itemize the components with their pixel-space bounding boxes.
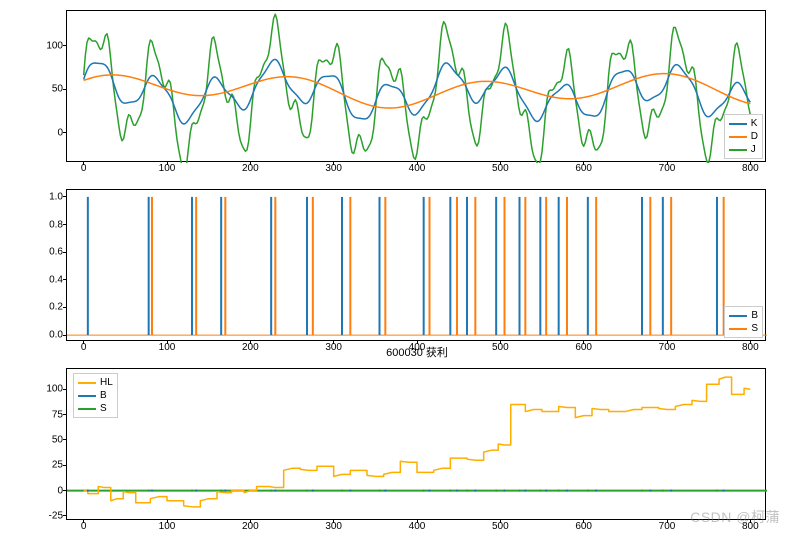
y-tick-label: 75 (23, 409, 67, 420)
legend-label: D (751, 130, 758, 143)
legend-label: S (100, 402, 107, 415)
y-tick-label: 100 (23, 40, 67, 51)
y-tick-label: 0 (23, 127, 67, 138)
legend-label: S (751, 322, 758, 335)
legend-item: S (78, 402, 113, 415)
legend-swatch (729, 149, 747, 151)
legend-swatch (729, 123, 747, 125)
legend: KDJ (724, 114, 763, 159)
y-tick-label: 0 (23, 485, 67, 496)
panel2-title: 600030 获利 (386, 344, 448, 360)
y-tick-label: 0.8 (23, 219, 67, 230)
legend-item: S (729, 322, 758, 335)
legend-label: J (751, 143, 756, 156)
legend-swatch (729, 136, 747, 138)
legend-swatch (78, 408, 96, 410)
legend-item: B (78, 389, 113, 402)
legend: BS (724, 306, 763, 338)
y-tick-label: 0.2 (23, 302, 67, 313)
watermark: CSDN @柯蒲 (690, 507, 780, 527)
legend-label: K (751, 117, 758, 130)
legend-swatch (78, 395, 96, 397)
y-tick-label: 0.4 (23, 274, 67, 285)
legend-item: J (729, 143, 758, 156)
y-tick-label: 100 (23, 384, 67, 395)
profit-chart: -2502550751000100200300400500600700800HL… (66, 368, 766, 520)
y-tick-label: 25 (23, 460, 67, 471)
y-tick-label: 1.0 (23, 191, 67, 202)
kdj-chart: 0501000100200300400500600700800KDJ (66, 10, 766, 162)
buy-sell-signal-chart: 0.00.20.40.60.81.00100200300400500600700… (66, 189, 766, 341)
y-tick-label: 0.6 (23, 247, 67, 258)
legend: HLBS (73, 373, 118, 418)
y-tick-label: -25 (23, 510, 67, 521)
y-tick-label: 0.0 (23, 330, 67, 341)
legend-swatch (729, 315, 747, 317)
legend-label: B (751, 309, 758, 322)
legend-label: HL (100, 376, 113, 389)
legend-item: B (729, 309, 758, 322)
y-tick-label: 50 (23, 84, 67, 95)
legend-item: D (729, 130, 758, 143)
legend-swatch (78, 382, 96, 384)
legend-item: K (729, 117, 758, 130)
legend-item: HL (78, 376, 113, 389)
legend-swatch (729, 328, 747, 330)
y-tick-label: 50 (23, 434, 67, 445)
legend-label: B (100, 389, 107, 402)
